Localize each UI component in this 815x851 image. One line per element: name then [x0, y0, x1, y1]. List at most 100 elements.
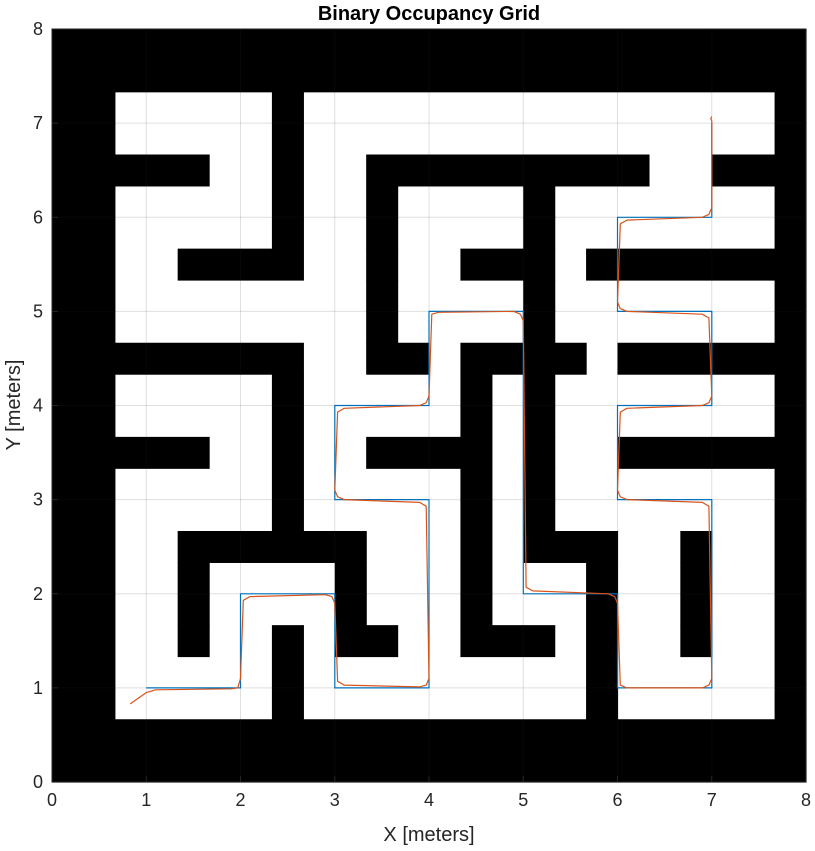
occupied-cell [366, 154, 650, 187]
occupied-cell [52, 217, 116, 250]
x-tick-label: 2 [235, 790, 245, 810]
occupied-cell [774, 405, 807, 438]
occupied-cell [177, 248, 304, 281]
x-tick-label: 8 [801, 790, 811, 810]
occupied-cell [271, 499, 304, 532]
occupied-cell [52, 499, 116, 532]
occupied-cell [523, 499, 556, 532]
occupied-cell [774, 593, 807, 626]
occupied-cell [460, 625, 556, 658]
occupied-cell [523, 217, 556, 250]
occupied-cell [586, 625, 619, 658]
occupied-cell [366, 248, 399, 281]
occupied-cell [711, 154, 807, 187]
x-tick-label: 6 [612, 790, 622, 810]
occupied-cell [586, 687, 619, 720]
occupied-cell [366, 217, 399, 250]
occupancy-cells [52, 29, 807, 783]
occupied-cell [271, 154, 304, 187]
occupied-cell [774, 625, 807, 658]
occupied-cell [52, 342, 304, 375]
occupied-cell [52, 123, 116, 156]
occupied-cell [680, 562, 713, 595]
occupied-cell [523, 374, 556, 407]
occupied-cell [586, 656, 619, 689]
occupied-cell [523, 436, 556, 469]
occupied-cell [460, 405, 493, 438]
planned-path-line [146, 123, 713, 689]
occupied-cell [52, 248, 116, 281]
occupied-cell [366, 280, 399, 312]
occupied-cell [523, 468, 556, 501]
occupied-cell [586, 248, 807, 281]
y-tick-label: 2 [33, 584, 43, 604]
occupied-cell [460, 499, 493, 532]
occupied-cell [52, 60, 807, 93]
occupied-cell [334, 625, 399, 658]
x-tick-label: 1 [141, 790, 151, 810]
occupied-cell [52, 311, 116, 344]
y-tick-label: 6 [33, 207, 43, 227]
x-axis-label: X [meters] [383, 824, 474, 846]
occupied-cell [52, 562, 116, 595]
occupied-cell [52, 29, 807, 61]
y-tick-label: 3 [33, 490, 43, 510]
occupied-cell [680, 625, 713, 658]
occupied-cell [271, 217, 304, 250]
occupied-cell [774, 468, 807, 501]
occupied-cell [523, 280, 556, 312]
occupied-cell [52, 154, 210, 187]
occupied-cell [271, 436, 304, 469]
occupied-cell [271, 687, 304, 720]
occupied-cell [460, 562, 493, 595]
y-tick-label: 0 [33, 772, 43, 792]
y-tick-label: 4 [33, 396, 43, 416]
occupied-cell [523, 311, 556, 344]
occupied-cell [774, 311, 807, 344]
x-tick-label: 5 [518, 790, 528, 810]
x-ticks: 0 1 2 3 4 5 6 7 8 [47, 776, 811, 810]
occupied-cell [52, 531, 116, 563]
occupied-cell [460, 531, 493, 563]
occupied-cell [586, 593, 619, 626]
y-tick-label: 5 [33, 301, 43, 321]
occupied-cell [366, 342, 430, 375]
occupied-cell [460, 248, 556, 281]
occupied-cell [271, 468, 304, 501]
y-axis-label: Y [meters] [3, 360, 25, 451]
occupied-cell [460, 374, 493, 407]
y-tick-label: 7 [33, 113, 43, 133]
occupied-cell [52, 656, 116, 689]
occupied-cell [523, 405, 556, 438]
y-ticks: 0 1 2 3 4 5 6 7 8 [33, 19, 58, 792]
occupied-cell [271, 656, 304, 689]
occupied-cell [774, 280, 807, 312]
tracked-path-line [129, 116, 713, 705]
occupied-cell [271, 625, 304, 658]
occupied-cell [523, 185, 556, 218]
occupied-cell [271, 123, 304, 156]
occupied-cell [271, 374, 304, 407]
occupied-cell [52, 405, 116, 438]
occupied-cell [586, 562, 619, 595]
occupied-cell [52, 719, 807, 752]
x-tick-label: 4 [424, 790, 434, 810]
occupied-cell [271, 91, 304, 124]
x-tick-label: 7 [707, 790, 717, 810]
occupied-cell [52, 185, 116, 218]
x-tick-label: 3 [330, 790, 340, 810]
occupied-cell [460, 468, 493, 501]
occupied-cell [523, 531, 619, 563]
occupied-cell [177, 593, 210, 626]
occupied-cell [774, 562, 807, 595]
occupied-cell [366, 185, 399, 218]
occupied-cell [52, 625, 116, 658]
occupied-cell [774, 531, 807, 563]
occupied-cell [52, 374, 116, 407]
occupied-cell [680, 593, 713, 626]
occupied-cell [774, 217, 807, 250]
path-series [129, 116, 713, 705]
y-tick-label: 8 [33, 19, 43, 39]
occupied-cell [177, 531, 367, 563]
occupied-cell [52, 687, 116, 720]
